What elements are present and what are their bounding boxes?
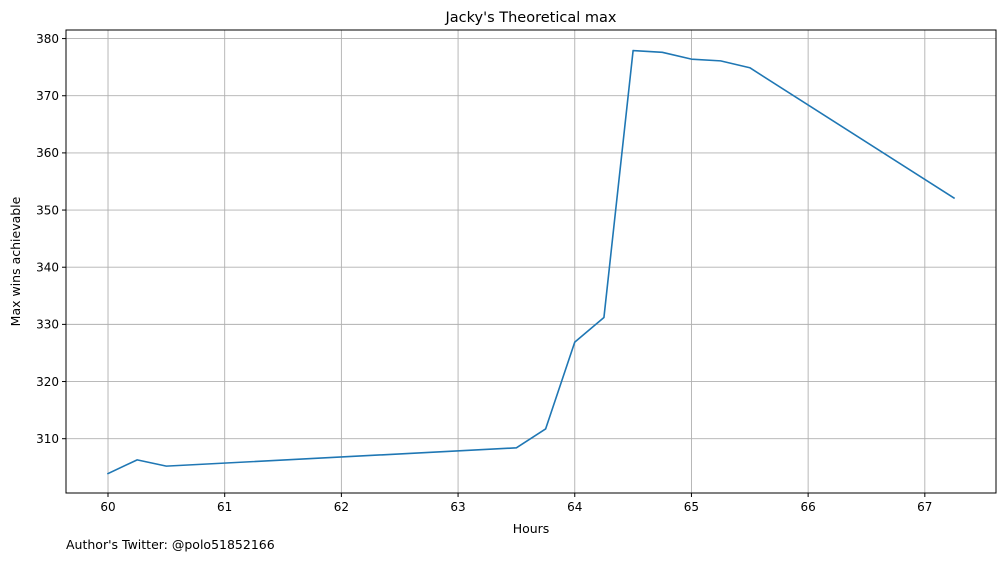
y-axis-title: Max wins achievable xyxy=(8,196,23,326)
x-tick-label: 65 xyxy=(684,500,699,514)
y-axis: 310 320 330 340 350 360 370 380 xyxy=(36,32,66,446)
y-tick-label: 350 xyxy=(36,203,59,217)
x-tick-label: 61 xyxy=(217,500,232,514)
y-tick-label: 370 xyxy=(36,89,59,103)
plot-frame xyxy=(65,29,997,494)
x-tick-label: 63 xyxy=(450,500,465,514)
y-tick-label: 320 xyxy=(36,375,59,389)
y-tick-label: 340 xyxy=(36,261,59,275)
x-axis: 60 61 62 63 64 65 66 67 xyxy=(100,493,932,514)
y-tick-label: 360 xyxy=(36,146,59,160)
x-axis-title: Hours xyxy=(513,521,550,536)
x-tick-label: 64 xyxy=(567,500,582,514)
y-tick-label: 330 xyxy=(36,318,59,332)
chart-title: Jacky's Theoretical max xyxy=(445,10,617,26)
x-tick-label: 67 xyxy=(917,500,932,514)
y-tick-label: 310 xyxy=(36,432,59,446)
x-tick-label: 60 xyxy=(100,500,115,514)
grid-lines xyxy=(66,30,996,493)
series-line xyxy=(106,49,956,475)
author-credit: Author's Twitter: @polo51852166 xyxy=(66,537,275,552)
x-tick-label: 66 xyxy=(800,500,815,514)
y-tick-label: 380 xyxy=(36,32,59,46)
series-layer xyxy=(106,49,956,475)
x-tick-label: 62 xyxy=(334,500,349,514)
